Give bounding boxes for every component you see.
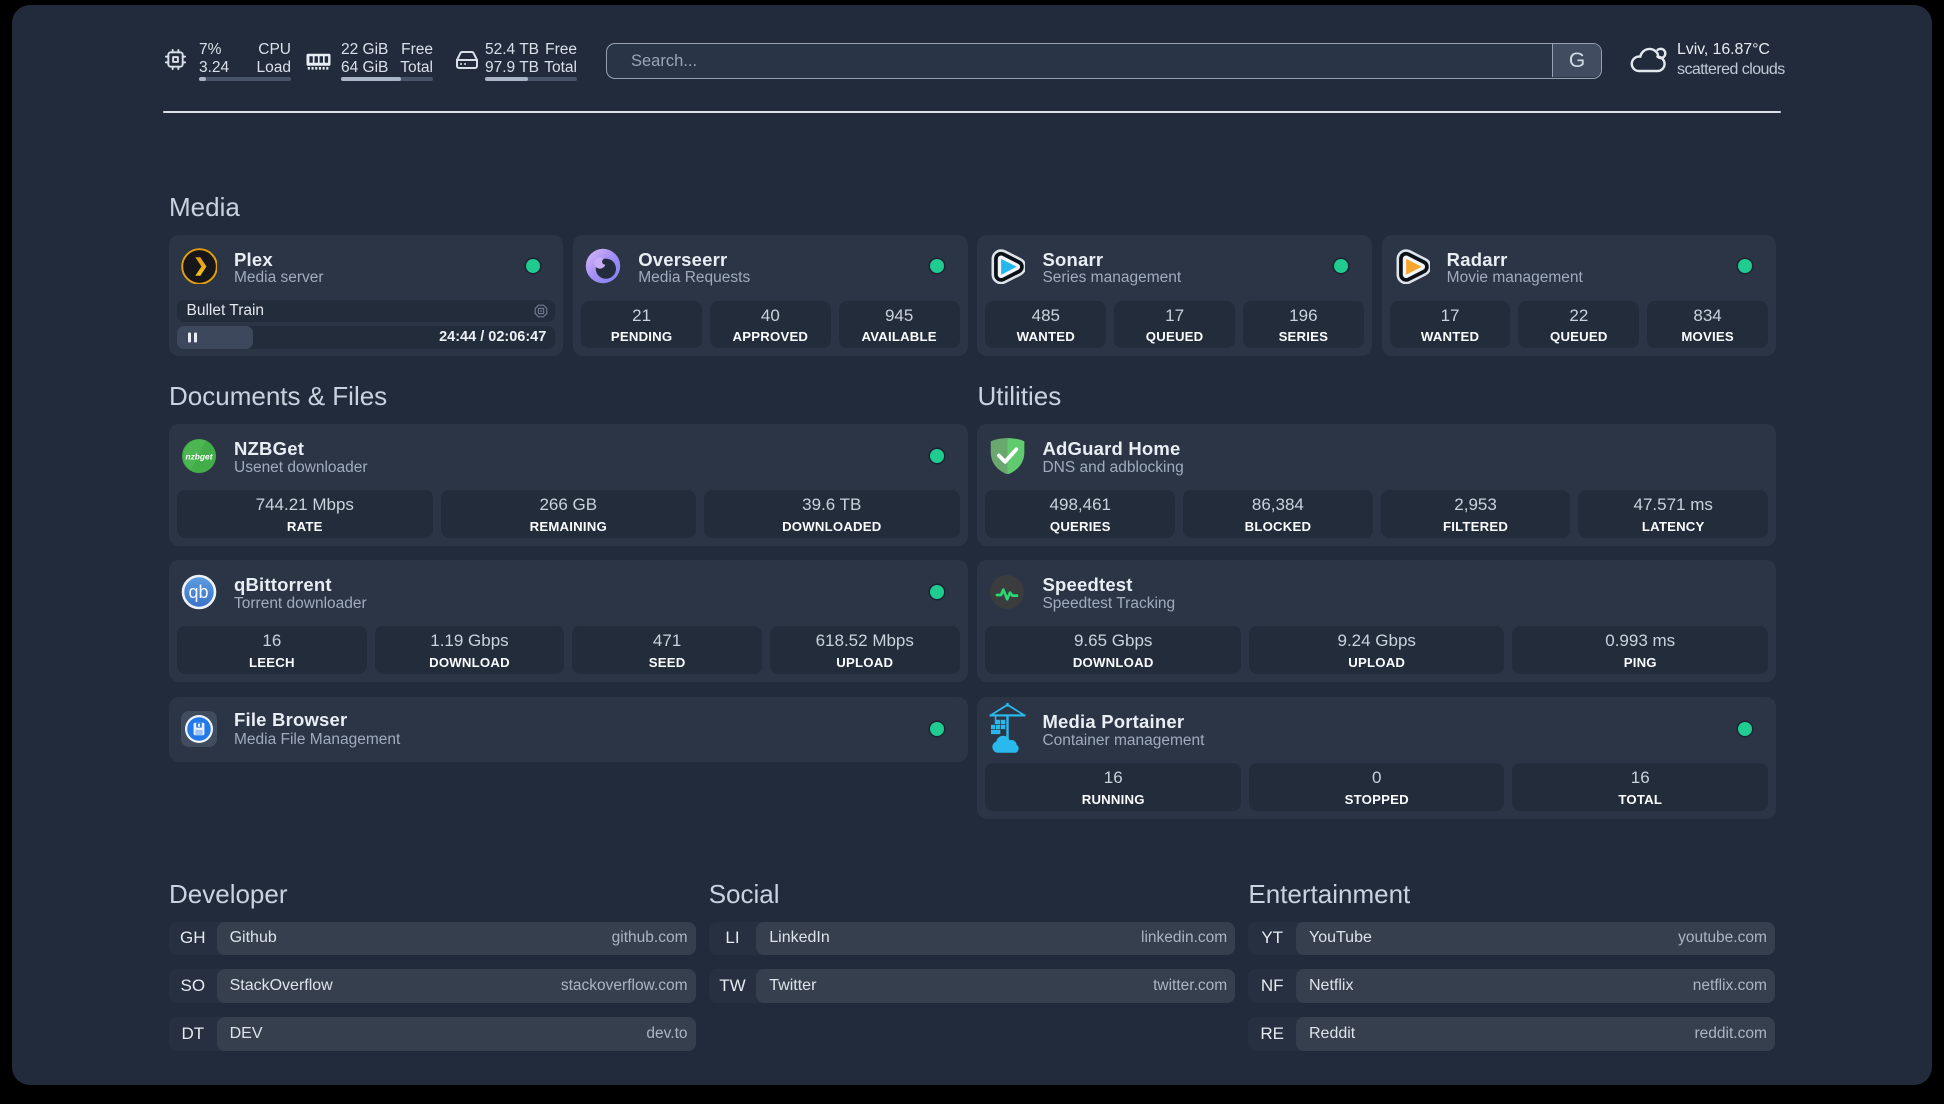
svg-text:qb: qb (188, 582, 208, 602)
svg-text:nzbget: nzbget (186, 451, 214, 461)
